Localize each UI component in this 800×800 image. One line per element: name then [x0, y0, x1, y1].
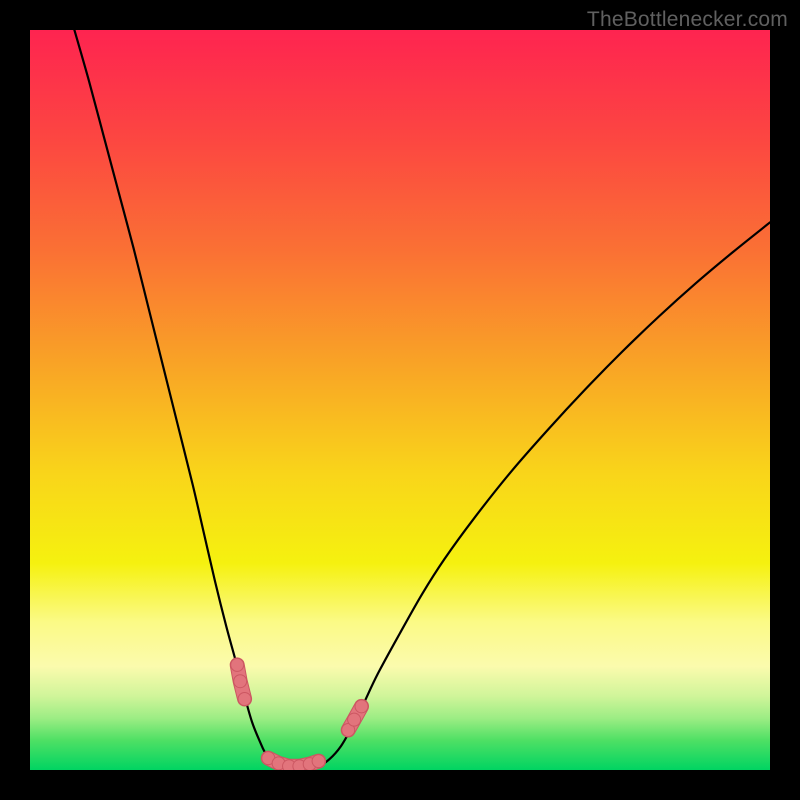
watermark-text: TheBottlenecker.com — [587, 8, 788, 32]
chart-background — [30, 30, 770, 770]
plot-area — [30, 30, 770, 770]
marker-dot — [234, 675, 247, 688]
marker-dot — [355, 700, 368, 713]
outer-frame: TheBottlenecker.com — [0, 0, 800, 800]
marker-dot — [348, 713, 361, 726]
chart-svg — [30, 30, 770, 770]
marker-dot — [312, 755, 325, 768]
marker-dot — [231, 658, 244, 671]
marker-dot — [238, 692, 251, 705]
